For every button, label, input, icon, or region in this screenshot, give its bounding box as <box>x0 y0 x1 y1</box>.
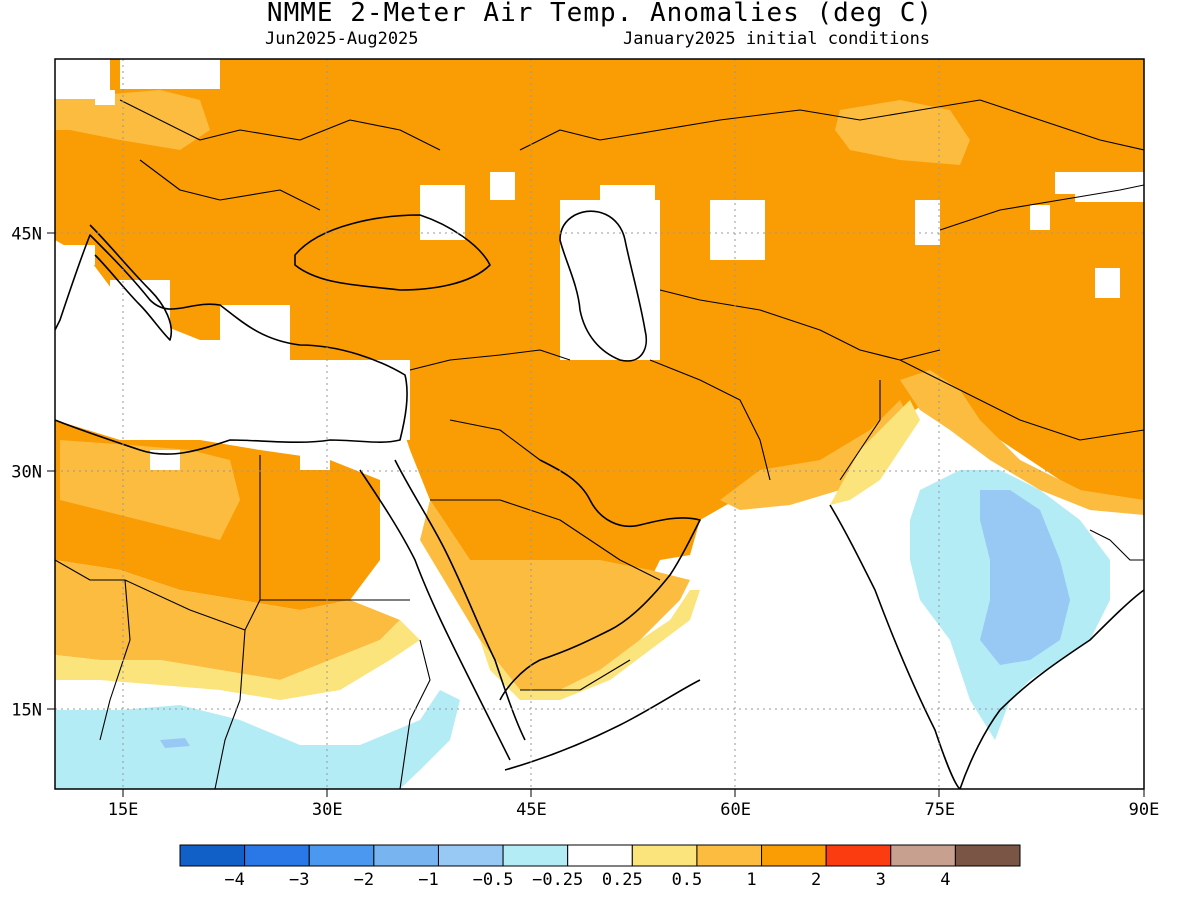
colorbar-segment <box>308 844 375 867</box>
anomaly-field <box>55 59 1144 789</box>
colorbar-segment <box>825 844 892 867</box>
colorbar-label: −0.5 <box>473 870 514 890</box>
colorbar-labels: −4 −3 −2 −1 −0.5 −0.25 0.25 0.5 1 2 3 4 <box>224 870 950 890</box>
anomaly-region-warm-mid-europe <box>55 90 210 150</box>
colorbar-segment <box>244 844 310 867</box>
anomaly-region-cool-mid-india <box>980 490 1070 665</box>
coastlines <box>55 210 1144 789</box>
anomaly-region-warm-mid-himalaya <box>900 370 1144 515</box>
anomaly-region-warm-mid-africa <box>55 560 400 680</box>
colorbar-segment <box>437 844 504 867</box>
colorbar-segment <box>954 844 1021 867</box>
colorbar-label: −0.25 <box>532 870 583 890</box>
border-china-mongolia <box>939 184 1144 231</box>
tick-marks <box>47 232 1145 797</box>
colorbar-label: −4 <box>224 870 244 890</box>
y-tick-label-30n: 30N <box>11 463 42 483</box>
plot-frame <box>54 58 1145 790</box>
india-coast <box>829 504 1144 789</box>
colorbar <box>179 844 1021 867</box>
border-libya-chad <box>124 579 261 631</box>
black-sea-coast <box>294 214 491 291</box>
border-pakistan-india <box>839 380 881 481</box>
border-iraq <box>449 419 541 461</box>
graticule <box>55 59 1144 789</box>
border-chad-sudan <box>214 629 246 789</box>
colorbar-label: 0.25 <box>602 870 643 890</box>
border-sudan-ethiopia <box>399 639 431 789</box>
anomaly-region-warm-mid-pakistan <box>720 400 910 510</box>
x-tick-label-45e: 45E <box>516 800 547 820</box>
red-sea-coast-east <box>394 459 526 741</box>
x-tick-label-90e: 90E <box>1129 800 1160 820</box>
initial-conditions: January2025 initial conditions <box>623 29 931 49</box>
border-europe-2 <box>139 159 321 211</box>
border-yemen <box>520 659 631 691</box>
colorbar-label: −1 <box>418 870 438 890</box>
colorbar-segment <box>502 844 569 867</box>
y-tick-label-45n: 45N <box>11 225 42 245</box>
colorbar-label: 3 <box>876 870 886 890</box>
colorbar-label: −3 <box>289 870 309 890</box>
colorbar-label: 2 <box>811 870 821 890</box>
mediterranean-coast <box>55 234 408 455</box>
colorbar-segment <box>373 844 439 867</box>
anomaly-region-cool-mid-africa <box>160 738 190 748</box>
forecast-period: Jun2025-Aug2025 <box>265 29 419 49</box>
border-iran-afghan <box>649 359 771 481</box>
border-india-bangladesh <box>1089 529 1144 561</box>
border-europe-1 <box>119 99 441 151</box>
x-tick-label-60e: 60E <box>720 800 751 820</box>
anomaly-region-warm-mid-libya <box>60 440 240 540</box>
border-algeria-niger <box>55 559 125 581</box>
persian-gulf-coast <box>499 459 701 701</box>
x-axis-labels: 15E 30E 45E 60E 75E 90E <box>108 800 1160 820</box>
x-tick-label-75e: 75E <box>924 800 955 820</box>
colorbar-label: −2 <box>354 870 374 890</box>
anomaly-region-cool-light-africa <box>55 690 460 789</box>
border-turkey-syria <box>409 349 571 371</box>
colorbar-label: 1 <box>746 870 756 890</box>
anomaly-region-warm-light-india <box>830 400 920 505</box>
colorbar-segment <box>631 844 698 867</box>
red-sea-coast-west <box>359 469 511 761</box>
x-tick-label-15e: 15E <box>108 800 139 820</box>
colorbar-segment <box>179 844 246 867</box>
x-tick-label-30e: 30E <box>312 800 343 820</box>
colorbar-label: 4 <box>940 870 950 890</box>
anomaly-region-warm-light-arabia <box>480 590 700 700</box>
colorbar-segment <box>761 844 827 867</box>
anomaly-region-warm-light-sahel <box>55 620 420 700</box>
border-china-india <box>899 359 1144 441</box>
map-title: NMME 2-Meter Air Temp. Anomalies (deg C) <box>266 0 934 28</box>
colorbar-label: 0.5 <box>672 870 703 890</box>
masked-blocks <box>55 59 1144 540</box>
political-borders <box>55 99 1144 789</box>
anomaly-region-warm-mid-kazakh <box>835 100 970 165</box>
colorbar-segment <box>696 844 763 867</box>
border-niger-chad <box>99 579 131 741</box>
y-axis-labels: 45N 30N 15N <box>11 225 42 721</box>
y-tick-label-15n: 15N <box>11 701 42 721</box>
border-saudi <box>430 499 661 581</box>
colorbar-segment <box>890 844 956 867</box>
caspian-sea-coast <box>559 210 647 362</box>
italy-coast <box>89 224 172 341</box>
anomaly-region-warm-strong <box>55 59 1144 670</box>
border-russia-kazakh <box>519 99 1144 151</box>
somalia-coast <box>504 679 701 771</box>
colorbar-segment <box>567 844 633 867</box>
